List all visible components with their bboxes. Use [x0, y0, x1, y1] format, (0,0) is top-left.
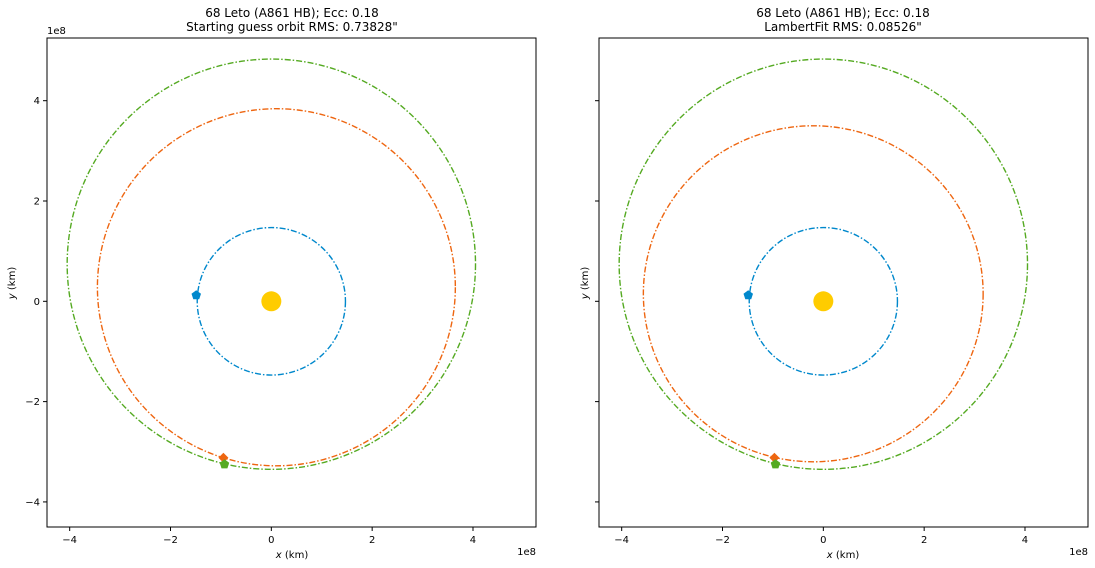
body-position-marker — [218, 452, 229, 463]
x-tick-label: 0 — [820, 535, 826, 546]
orbit-ellipse — [196, 226, 347, 376]
x-tick-label: 4 — [470, 535, 476, 546]
y-tick-label: 4 — [34, 96, 40, 107]
sun-marker — [261, 291, 282, 312]
orbit-ellipse — [748, 226, 899, 376]
orbit-ellipse — [96, 108, 457, 467]
x-axis-label: x (km) — [826, 550, 860, 561]
body-position-marker — [743, 290, 753, 300]
x-tick-label: −4 — [62, 535, 77, 546]
x-tick-label: −2 — [163, 535, 178, 546]
plot-title-line2: Starting guess orbit RMS: 0.73828" — [186, 20, 398, 34]
y-tick-label: 0 — [34, 297, 40, 308]
x-offset-label: 1e8 — [517, 547, 536, 558]
x-offset-label: 1e8 — [1069, 547, 1088, 558]
y-tick-label: −2 — [25, 397, 40, 408]
y-axis-label: y (km) — [580, 267, 591, 301]
x-axis-label: x (km) — [275, 550, 309, 561]
body-position-marker — [769, 452, 780, 463]
x-tick-label: 2 — [369, 535, 375, 546]
orbit-ellipse — [618, 58, 1029, 471]
axes-frame — [598, 37, 1089, 528]
axes-frame — [46, 37, 537, 528]
plot-title-line1: 68 Leto (A861 HB); Ecc: 0.18 — [756, 6, 930, 20]
y-tick-label: −4 — [25, 497, 40, 508]
x-tick-label: 0 — [268, 535, 274, 546]
y-tick-label: 2 — [34, 197, 40, 208]
x-tick-label: 2 — [921, 535, 927, 546]
y-offset-label: 1e8 — [47, 26, 66, 37]
plot-title-line1: 68 Leto (A861 HB); Ecc: 0.18 — [205, 6, 379, 20]
orbit-ellipse — [642, 125, 984, 463]
tick-marks: −4 −2 0 2 4 — [595, 100, 1028, 546]
right-orbit-plot: 68 Leto (A861 HB); Ecc: 0.18 LambertFit … — [580, 6, 1089, 561]
y-axis-label: y (km) — [7, 267, 18, 301]
body-position-marker — [191, 290, 201, 300]
tick-marks: −4 −2 0 2 4 −4 −2 0 2 4 — [25, 96, 476, 546]
body-position-marker — [219, 459, 230, 469]
sun-marker — [813, 291, 834, 312]
x-tick-label: 4 — [1022, 535, 1028, 546]
orbit-ellipse — [66, 58, 477, 471]
body-position-marker — [770, 459, 781, 469]
x-tick-label: −2 — [715, 535, 730, 546]
plot-area — [618, 58, 1029, 471]
plot-area — [66, 58, 477, 471]
plot-title-line2: LambertFit RMS: 0.08526" — [764, 20, 922, 34]
x-tick-label: −4 — [614, 535, 629, 546]
left-orbit-plot: 68 Leto (A861 HB); Ecc: 0.18 Starting gu… — [7, 6, 537, 561]
